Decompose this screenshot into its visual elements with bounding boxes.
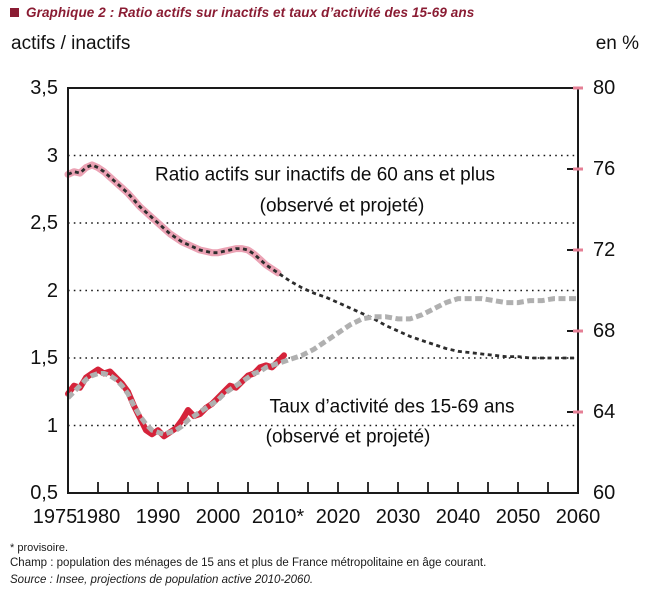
ratio-series-annotation-line1: Ratio actifs sur inactifs de 60 ans et p…	[154, 164, 496, 186]
taux-series-annotation-line1: Taux d’activité des 15-69 ans	[269, 396, 515, 418]
figure-title-text: Graphique 2 : Ratio actifs sur inactifs …	[26, 5, 475, 20]
taux-series-annotation-line2: (observé et projeté)	[265, 426, 431, 448]
footnote-champ: Champ : population des ménages de 15 ans…	[10, 557, 487, 569]
series-taux_activite_observe-band	[65, 352, 287, 440]
figure-title: Graphique 2 : Ratio actifs sur inactifs …	[10, 5, 474, 20]
footnote-provisional: * provisoire.	[10, 542, 69, 554]
title-bullet-square-icon	[10, 8, 19, 17]
left-axis-unit-label: actifs / inactifs	[11, 33, 131, 54]
series-ratio_60_plus-dashed	[67, 163, 578, 360]
series-taux_activite_projete-dashed	[66, 296, 578, 437]
plot-frame	[67, 87, 579, 494]
right-axis-unit-label: en %	[595, 33, 639, 54]
ratio-series-annotation-line2: (observé et projeté)	[259, 195, 425, 217]
footnote-source: Source : Insee, projections de populatio…	[10, 574, 314, 586]
